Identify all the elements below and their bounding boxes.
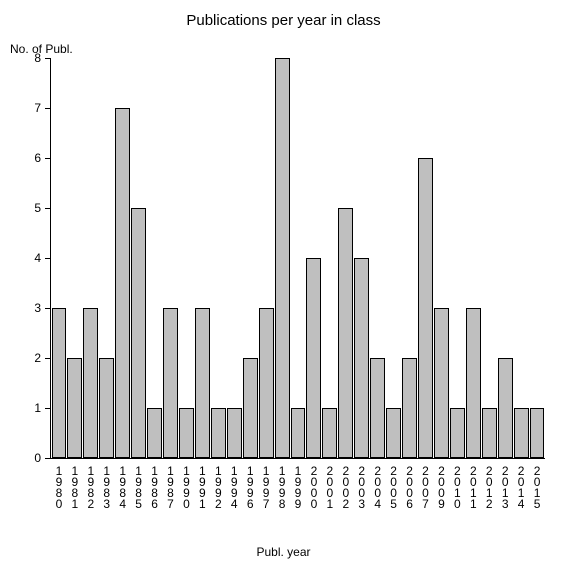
plot-area: 0123456781980198119821983198419851986198…: [50, 58, 545, 459]
bar: [83, 308, 98, 458]
x-tick-label: 1991: [196, 464, 208, 508]
chart-container: Publications per year in class No. of Pu…: [0, 0, 567, 567]
x-tick-label: 1999: [292, 464, 304, 508]
x-tick-label: 1996: [244, 464, 256, 508]
x-tick-label: 2009: [435, 464, 447, 508]
x-tick-label: 2013: [499, 464, 511, 508]
x-tick-label: 2012: [483, 464, 495, 508]
y-tick: [45, 58, 51, 59]
x-tick-label: 1983: [101, 464, 113, 508]
x-tick-label: 2011: [467, 464, 479, 508]
bar: [466, 308, 481, 458]
bar: [227, 408, 242, 458]
y-tick-label: 4: [34, 251, 41, 265]
x-tick-label: 2015: [531, 464, 543, 508]
bar: [434, 308, 449, 458]
bar: [530, 408, 545, 458]
bar: [418, 158, 433, 458]
x-tick-label: 2002: [340, 464, 352, 508]
y-tick-label: 3: [34, 301, 41, 315]
y-tick: [45, 458, 51, 459]
y-tick-label: 5: [34, 201, 41, 215]
y-tick: [45, 158, 51, 159]
bar: [402, 358, 417, 458]
bar: [338, 208, 353, 458]
x-tick-label: 1984: [117, 464, 129, 508]
y-tick-label: 7: [34, 101, 41, 115]
bar: [514, 408, 529, 458]
chart-title: Publications per year in class: [0, 12, 567, 29]
x-axis-label: Publ. year: [0, 545, 567, 559]
bar: [99, 358, 114, 458]
bar: [115, 108, 130, 458]
y-tick: [45, 108, 51, 109]
x-tick-label: 1990: [180, 464, 192, 508]
bar: [195, 308, 210, 458]
x-tick-label: 1994: [228, 464, 240, 508]
bar: [498, 358, 513, 458]
bar: [147, 408, 162, 458]
bar: [243, 358, 258, 458]
bar: [482, 408, 497, 458]
bar: [450, 408, 465, 458]
x-tick-label: 1998: [276, 464, 288, 508]
x-tick-label: 2006: [404, 464, 416, 508]
x-tick-label: 1997: [260, 464, 272, 508]
x-tick-label: 1980: [53, 464, 65, 508]
y-tick-label: 2: [34, 351, 41, 365]
bar: [275, 58, 290, 458]
y-tick-label: 1: [34, 401, 41, 415]
bar: [291, 408, 306, 458]
x-tick-label: 2010: [451, 464, 463, 508]
x-tick-label: 2003: [356, 464, 368, 508]
bar: [67, 358, 82, 458]
y-tick: [45, 258, 51, 259]
x-tick-label: 2007: [419, 464, 431, 508]
bar: [259, 308, 274, 458]
bar: [211, 408, 226, 458]
y-tick: [45, 308, 51, 309]
y-tick: [45, 358, 51, 359]
bar: [163, 308, 178, 458]
x-tick-label: 2001: [324, 464, 336, 508]
x-tick-label: 2000: [308, 464, 320, 508]
bar: [179, 408, 194, 458]
x-tick-label: 2005: [388, 464, 400, 508]
bar: [52, 308, 67, 458]
x-tick-label: 1987: [165, 464, 177, 508]
y-tick-label: 8: [34, 51, 41, 65]
x-tick-label: 1985: [133, 464, 145, 508]
y-tick-label: 0: [34, 451, 41, 465]
y-axis-label: No. of Publ.: [10, 42, 73, 56]
x-tick-label: 2004: [372, 464, 384, 508]
y-tick: [45, 408, 51, 409]
y-tick-label: 6: [34, 151, 41, 165]
bar: [306, 258, 321, 458]
bar: [386, 408, 401, 458]
bar: [131, 208, 146, 458]
x-tick-label: 1986: [149, 464, 161, 508]
x-tick-label: 1982: [85, 464, 97, 508]
x-tick-label: 1992: [212, 464, 224, 508]
bar: [322, 408, 337, 458]
bar: [354, 258, 369, 458]
x-tick-label: 1981: [69, 464, 81, 508]
y-tick: [45, 208, 51, 209]
x-tick-label: 2014: [515, 464, 527, 508]
bar: [370, 358, 385, 458]
